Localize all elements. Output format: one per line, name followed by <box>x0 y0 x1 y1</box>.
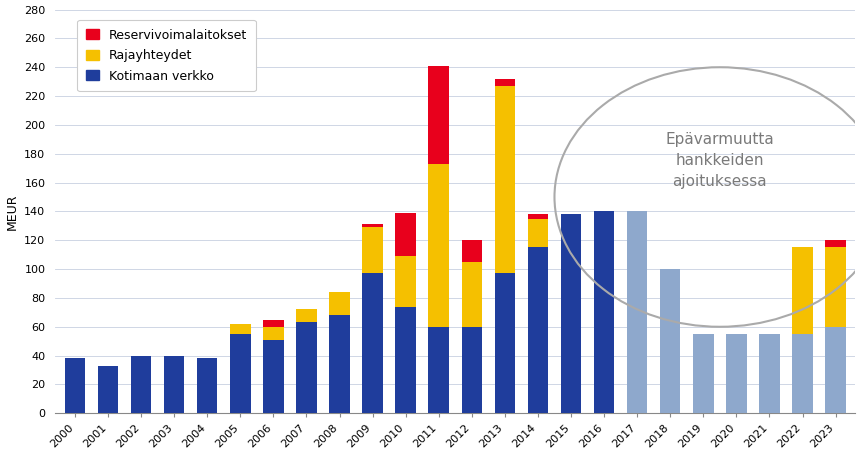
Bar <box>98 366 118 413</box>
Bar <box>263 319 283 327</box>
Bar <box>395 213 416 256</box>
Bar <box>429 164 449 327</box>
Bar <box>792 248 813 334</box>
Y-axis label: MEUR: MEUR <box>5 193 19 230</box>
Bar <box>329 292 350 315</box>
Bar <box>362 273 383 413</box>
Bar <box>494 273 515 413</box>
Bar <box>230 324 251 334</box>
Text: Epävarmuutta
hankkeiden
ajoituksessa: Epävarmuutta hankkeiden ajoituksessa <box>666 132 774 189</box>
Bar <box>461 327 482 413</box>
Bar <box>528 219 548 248</box>
Bar <box>362 228 383 273</box>
Bar <box>627 212 647 413</box>
Legend: Reservivoimalaitokset, Rajayhteydet, Kotimaan verkko: Reservivoimalaitokset, Rajayhteydet, Kot… <box>77 20 256 91</box>
Bar <box>263 340 283 413</box>
Bar <box>528 248 548 413</box>
Bar <box>759 334 780 413</box>
Bar <box>230 334 251 413</box>
Bar <box>296 309 317 323</box>
Bar <box>693 334 714 413</box>
Bar <box>362 224 383 228</box>
Bar <box>826 327 846 413</box>
Bar <box>494 79 515 86</box>
Bar <box>594 212 615 413</box>
Bar <box>296 323 317 413</box>
Bar <box>494 86 515 273</box>
Bar <box>197 359 218 413</box>
Bar <box>561 214 581 413</box>
Bar <box>461 240 482 262</box>
Bar <box>395 307 416 413</box>
Bar <box>131 356 152 413</box>
Bar <box>395 256 416 307</box>
Bar <box>329 315 350 413</box>
Bar <box>263 327 283 340</box>
Bar <box>429 66 449 164</box>
Bar <box>461 262 482 327</box>
Bar <box>660 269 680 413</box>
Bar <box>429 327 449 413</box>
Bar <box>528 214 548 219</box>
Bar <box>65 359 85 413</box>
Bar <box>792 334 813 413</box>
Bar <box>164 356 184 413</box>
Bar <box>726 334 746 413</box>
Bar <box>826 240 846 248</box>
Bar <box>826 248 846 327</box>
